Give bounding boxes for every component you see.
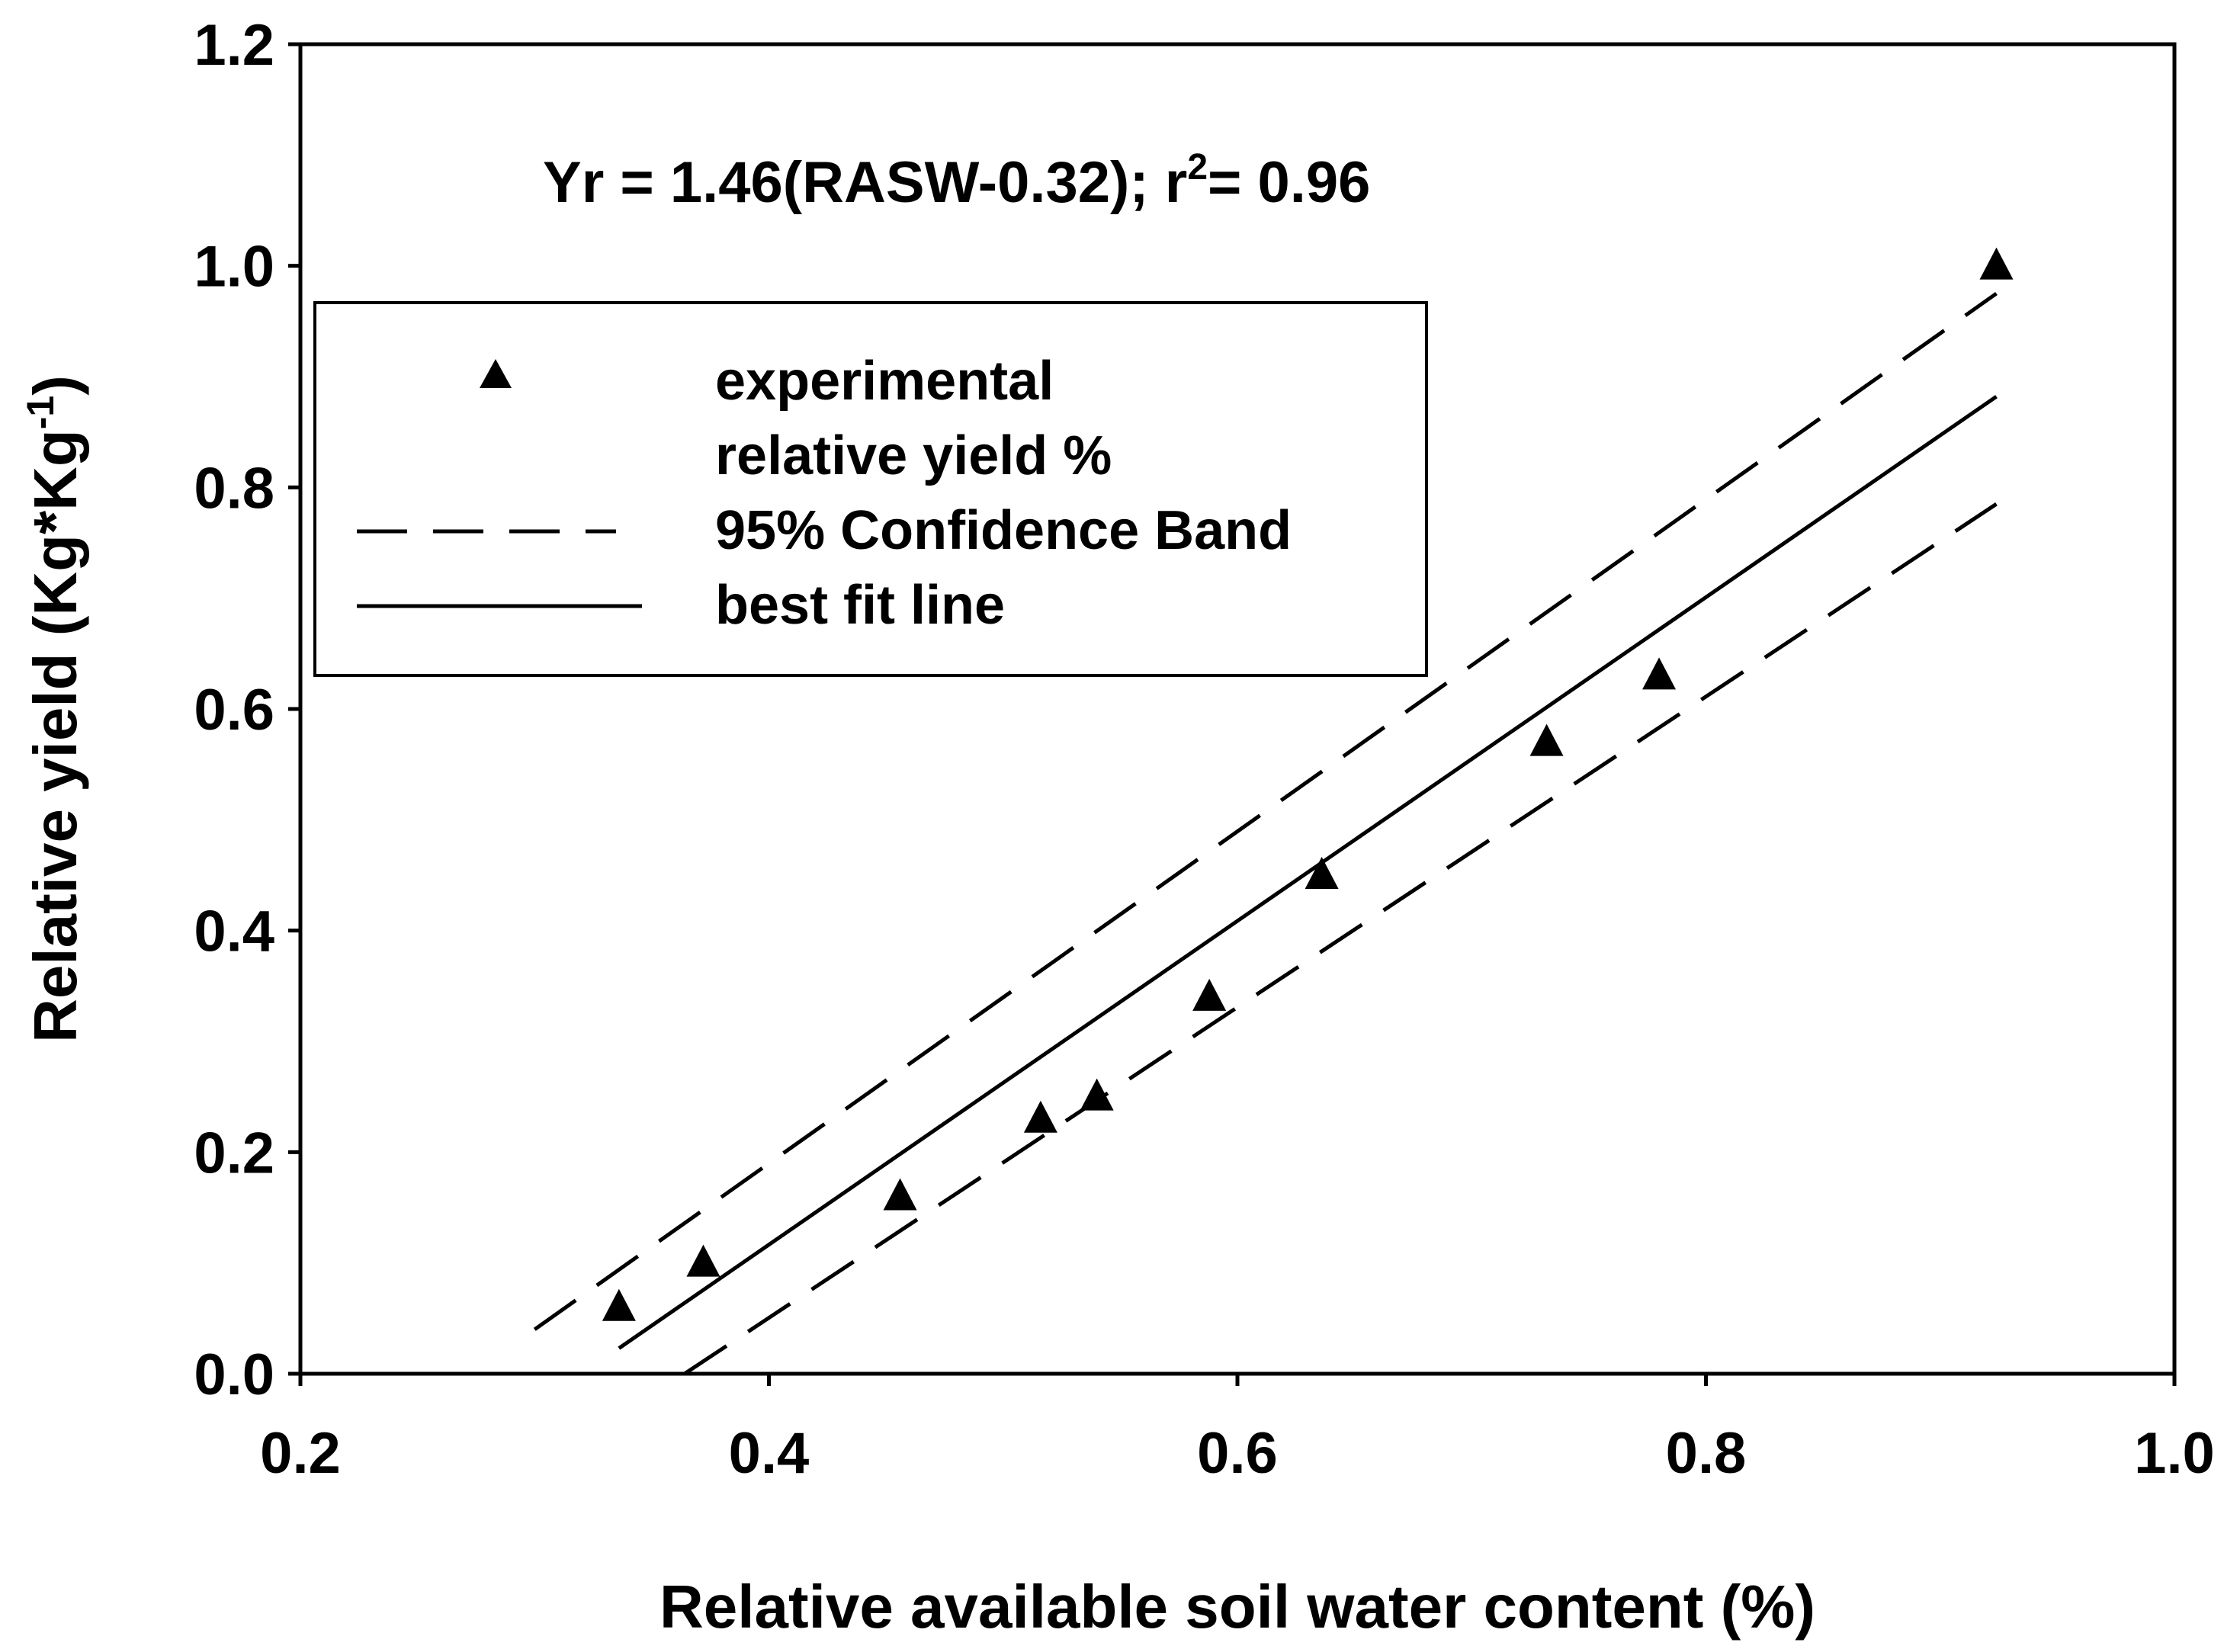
series-lines <box>533 291 1998 1376</box>
equation-superscript: 2 <box>1187 147 1208 188</box>
data-point-triangle <box>1080 1078 1114 1111</box>
x-tick-label: 0.6 <box>1197 1421 1278 1486</box>
legend-label-best-fit: best fit line <box>715 575 1005 636</box>
confidence-band-line <box>683 502 1998 1376</box>
x-tick-label: 0.8 <box>1666 1421 1747 1486</box>
y-tick-label: 1.2 <box>194 13 274 78</box>
confidence-band-line <box>533 291 1998 1331</box>
equation-main: Yr = 1.46(RASW-0.32); r <box>543 150 1187 215</box>
x-tick-label: 0.2 <box>260 1421 341 1486</box>
legend-box <box>313 301 1428 677</box>
legend-label-experimental: experimental <box>715 351 1054 412</box>
data-point-triangle <box>883 1178 917 1211</box>
equation-tail: = 0.96 <box>1208 150 1370 215</box>
y-axis-ticks: 0.0 0.2 0.4 0.6 0.8 1.0 1.2 <box>194 13 300 1407</box>
y-axis-label: Relative yield (Kg*Kg-1) <box>19 375 89 1043</box>
x-tick-label: 1.0 <box>2134 1421 2215 1486</box>
data-point-triangle <box>602 1288 636 1321</box>
data-points <box>602 247 2014 1321</box>
y-tick-label: 0.2 <box>194 1121 274 1185</box>
legend-label-confidence-band: 95% Confidence Band <box>715 500 1292 561</box>
y-axis-label-close: ) <box>21 375 89 396</box>
data-point-triangle <box>1192 978 1227 1011</box>
legend-label-relative-yield: relative yield % <box>715 425 1112 486</box>
data-point-triangle <box>1979 247 2014 280</box>
x-tick-label: 0.4 <box>729 1421 810 1486</box>
y-tick-label: 0.0 <box>194 1342 274 1407</box>
data-point-triangle <box>1305 857 1339 889</box>
y-tick-label: 0.4 <box>194 900 274 964</box>
regression-equation: Yr = 1.46(RASW-0.32); r2= 0.96 <box>543 147 1370 215</box>
plot-frame <box>298 42 2177 1376</box>
x-axis-ticks: 0.2 0.4 0.6 0.8 1.0 <box>260 1374 2215 1486</box>
data-point-triangle <box>1023 1100 1057 1133</box>
y-tick-label: 0.8 <box>194 456 274 521</box>
legend: experimental relative yield % 95% Confid… <box>313 301 1428 677</box>
data-point-triangle <box>686 1244 720 1277</box>
x-axis-label: Relative available soil water content (%… <box>659 1573 1815 1641</box>
data-point-triangle <box>1642 657 1677 690</box>
y-axis-label-main: Relative yield (Kg*Kg <box>21 429 89 1043</box>
y-axis-label-superscript: -1 <box>19 396 62 429</box>
legend-triangle-marker <box>480 359 512 388</box>
data-point-triangle <box>1529 723 1564 756</box>
best-fit-line <box>618 395 1998 1350</box>
y-tick-label: 0.6 <box>194 678 274 743</box>
y-tick-label: 1.0 <box>194 235 274 300</box>
